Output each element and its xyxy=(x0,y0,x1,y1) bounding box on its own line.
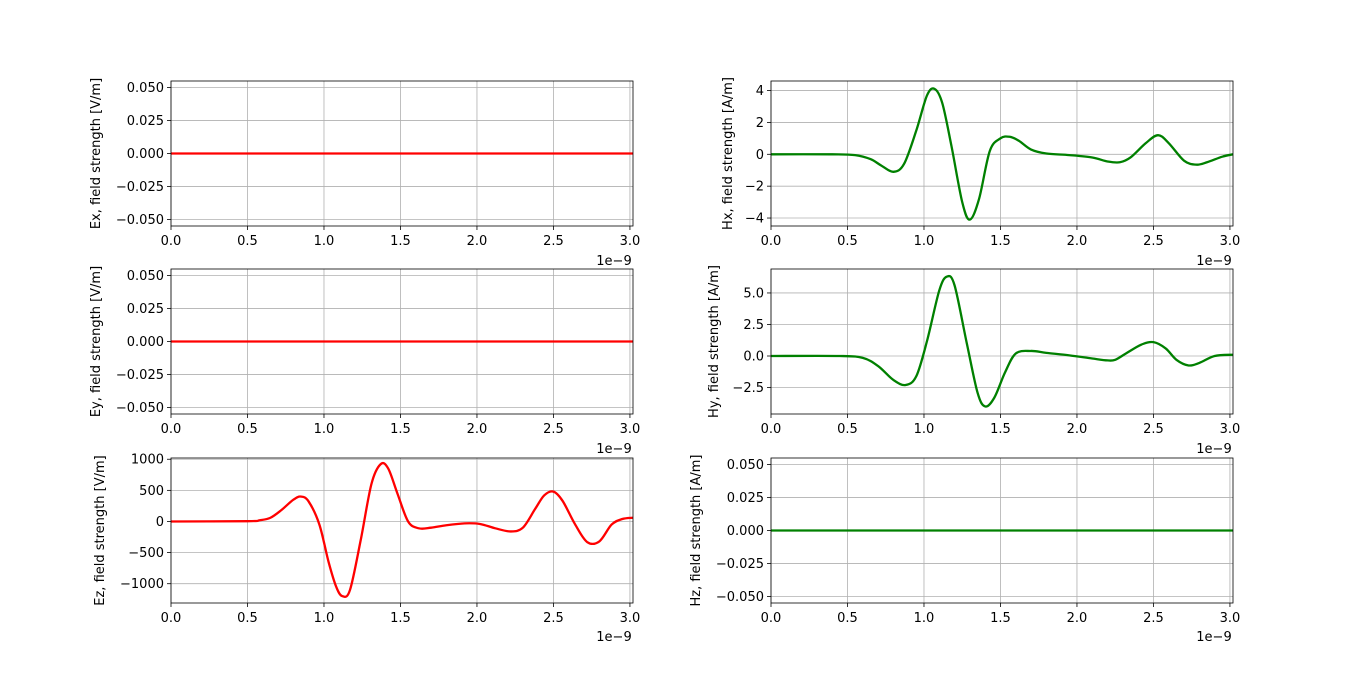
x-tick-label: 2.0 xyxy=(467,611,488,626)
y-tick-label: −500 xyxy=(128,546,164,561)
y-tick-label: −0.050 xyxy=(116,213,164,228)
x-tick-label: 1.0 xyxy=(314,234,335,249)
x-tick-label: 0.0 xyxy=(161,234,182,249)
x-offset-text: 1e−9 xyxy=(1196,630,1231,645)
y-tick-label: 4 xyxy=(756,84,764,99)
y-tick-label: 0.000 xyxy=(127,335,164,350)
x-tick-label: 1.0 xyxy=(914,234,935,249)
subplot-ey: 0.0 0.5 1.0 1.5 2.0 2.5 3.0 −0.050 −0.025 0.000 0.… xyxy=(89,266,640,457)
x-tick-label: 2.5 xyxy=(1143,611,1164,626)
y-tick-label: 0.025 xyxy=(127,114,164,129)
x-tick-label: 2.0 xyxy=(1067,422,1088,437)
y-axis-label: Ey, field strength [V/m] xyxy=(89,266,104,417)
ez-series-line xyxy=(171,461,633,599)
x-tick-label: 1.5 xyxy=(390,234,411,249)
y-axis-label: Hz, field strength [A/m] xyxy=(689,454,704,606)
x-tick-label: 1.5 xyxy=(990,234,1011,249)
axes-frame xyxy=(170,457,634,604)
subplot-ex: 0.0 0.5 1.0 1.5 2.0 2.5 3.0 −0.050 −0.025 0.000 0.… xyxy=(89,78,640,269)
x-tick-label: 1.5 xyxy=(990,611,1011,626)
y-axis-label: Hx, field strength [A/m] xyxy=(721,77,736,230)
y-tick-label: −0.050 xyxy=(716,590,764,605)
y-tick-label: −0.025 xyxy=(116,180,164,195)
axes-frame xyxy=(770,268,1234,415)
subplot-hy: 0.0 0.5 1.0 1.5 2.0 2.5 3.0 −2.5 0.0 2.5 5.0 Hy, fi… xyxy=(707,265,1240,457)
x-tick-label: 1.0 xyxy=(314,422,335,437)
x-offset-text: 1e−9 xyxy=(1196,254,1231,269)
y-tick-label: 0.050 xyxy=(127,269,164,284)
y-axis-label: Ez, field strength [V/m] xyxy=(93,455,108,605)
x-tick-label: 0.0 xyxy=(761,234,782,249)
y-tick-label: −4 xyxy=(745,212,764,227)
y-tick-label: 0.0 xyxy=(743,350,764,365)
subplot-hz: 0.0 0.5 1.0 1.5 2.0 2.5 3.0 −0.050 −0.025 0.000 0.… xyxy=(689,454,1240,645)
y-tick-label: −0.025 xyxy=(116,368,164,383)
y-axis-label: Ex, field strength [V/m] xyxy=(89,78,104,229)
y-axis-label: Hy, field strength [A/m] xyxy=(707,265,722,418)
y-tick-label: 0 xyxy=(756,148,764,163)
x-tick-label: 2.5 xyxy=(1143,422,1164,437)
hx-series-line xyxy=(771,87,1233,221)
y-tick-label: 1000 xyxy=(131,453,164,468)
x-offset-text: 1e−9 xyxy=(596,254,631,269)
y-tick-label: 0.050 xyxy=(127,81,164,96)
x-tick-label: 2.0 xyxy=(467,234,488,249)
y-tick-label: 5.0 xyxy=(743,286,764,301)
x-tick-label: 1.5 xyxy=(390,422,411,437)
x-tick-label: 0.5 xyxy=(837,234,858,249)
x-tick-label: 1.0 xyxy=(314,611,335,626)
y-tick-label: 0.000 xyxy=(127,147,164,162)
x-tick-label: 0.5 xyxy=(237,422,258,437)
x-tick-label: 3.0 xyxy=(1220,611,1241,626)
x-tick-label: 1.0 xyxy=(914,422,935,437)
x-tick-label: 0.0 xyxy=(161,611,182,626)
x-tick-label: 0.0 xyxy=(761,422,782,437)
y-tick-label: 0.025 xyxy=(727,491,764,506)
x-tick-label: 3.0 xyxy=(620,234,641,249)
x-tick-label: 3.0 xyxy=(1220,234,1241,249)
x-offset-text: 1e−9 xyxy=(596,630,631,645)
x-tick-label: 1.5 xyxy=(390,611,411,626)
x-tick-label: 0.0 xyxy=(761,611,782,626)
y-tick-label: −0.050 xyxy=(116,401,164,416)
x-tick-label: 2.5 xyxy=(1143,234,1164,249)
x-tick-label: 2.0 xyxy=(1067,611,1088,626)
subplot-ez: 0.0 0.5 1.0 1.5 2.0 2.5 3.0 −1000 −500 0 500 1000 Ez… xyxy=(93,453,640,645)
x-tick-label: 1.0 xyxy=(914,611,935,626)
hy-series-line xyxy=(771,274,1233,408)
x-tick-label: 2.5 xyxy=(543,234,564,249)
axes-frame xyxy=(770,80,1234,227)
y-tick-label: −0.025 xyxy=(716,557,764,572)
y-tick-label: 0.000 xyxy=(727,524,764,539)
y-tick-label: 2.5 xyxy=(743,318,764,333)
y-tick-label: −2 xyxy=(745,180,764,195)
x-tick-label: 0.5 xyxy=(837,422,858,437)
y-tick-label: 0.025 xyxy=(127,302,164,317)
x-tick-label: 2.0 xyxy=(467,422,488,437)
x-tick-label: 1.5 xyxy=(990,422,1011,437)
y-tick-label: 0.050 xyxy=(727,458,764,473)
x-tick-label: 2.0 xyxy=(1067,234,1088,249)
x-tick-label: 0.5 xyxy=(237,611,258,626)
y-tick-label: 0 xyxy=(156,515,164,530)
x-offset-text: 1e−9 xyxy=(596,442,631,457)
x-tick-label: 0.5 xyxy=(837,611,858,626)
x-tick-label: 0.0 xyxy=(161,422,182,437)
y-tick-label: −1000 xyxy=(120,577,164,592)
x-tick-label: 2.5 xyxy=(543,611,564,626)
x-tick-label: 3.0 xyxy=(620,611,641,626)
y-tick-label: 2 xyxy=(756,116,764,131)
subplot-hx: 0.0 0.5 1.0 1.5 2.0 2.5 3.0 −4 −2 0 2 4 Hx, field st… xyxy=(721,77,1240,269)
x-tick-label: 0.5 xyxy=(237,234,258,249)
x-tick-label: 2.5 xyxy=(543,422,564,437)
y-tick-label: −2.5 xyxy=(732,381,764,396)
x-tick-label: 3.0 xyxy=(1220,422,1241,437)
x-offset-text: 1e−9 xyxy=(1196,442,1231,457)
y-tick-label: 500 xyxy=(139,484,164,499)
x-tick-label: 3.0 xyxy=(620,422,641,437)
